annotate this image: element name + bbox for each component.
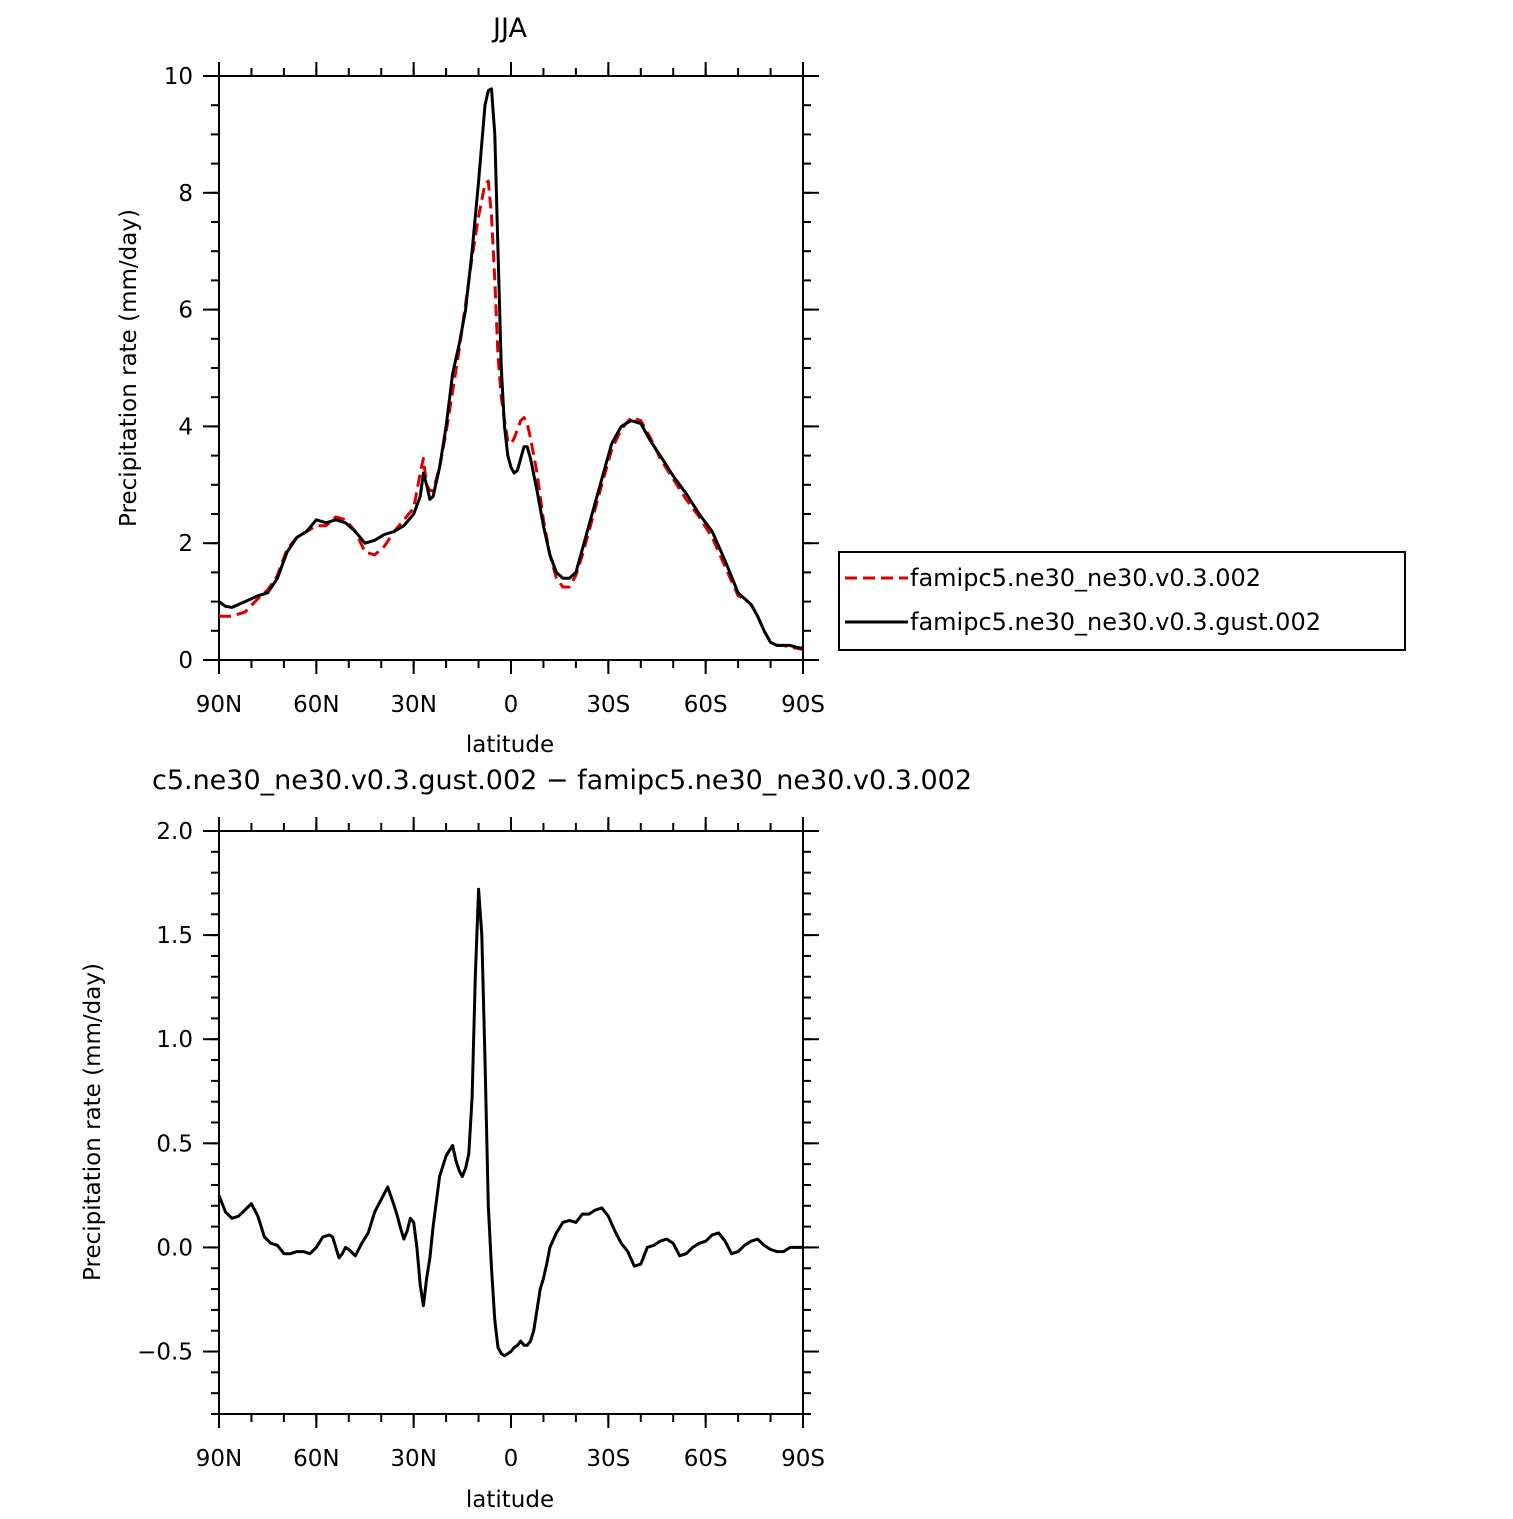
chart-title: JJA xyxy=(491,13,527,44)
y-tick-label: 0.0 xyxy=(156,1235,193,1261)
y-tick-label: −0.5 xyxy=(137,1340,193,1366)
plot-frame xyxy=(218,75,804,661)
y-tick-label: 0.5 xyxy=(156,1131,193,1157)
plot-frame xyxy=(218,830,804,1415)
x-tick-label: 30N xyxy=(390,1446,436,1472)
x-tick-label: 60N xyxy=(293,692,339,718)
x-tick-label: 0 xyxy=(504,692,519,718)
x-tick-label: 90N xyxy=(196,692,242,718)
difference-chart-title: c5.ne30_ne30.v0.3.gust.002 − famipc5.ne3… xyxy=(152,765,972,796)
x-tick-label: 60S xyxy=(684,692,728,718)
series-line-0 xyxy=(217,887,803,1358)
x-tick-label: 0 xyxy=(504,1446,519,1472)
y-tick-label: 10 xyxy=(164,64,193,90)
precip-line-chart: JJA latitude Precipitation rate (mm/day)… xyxy=(116,13,1406,758)
difference-x-axis-label: latitude xyxy=(466,1487,554,1513)
difference-y-axis-label: Precipitation rate (mm/day) xyxy=(80,963,106,1281)
series-line-0 xyxy=(219,179,804,651)
x-tick-label: 30S xyxy=(586,1446,630,1472)
y-tick-label: 8 xyxy=(178,181,193,207)
y-tick-label: 2 xyxy=(178,531,193,557)
y-tick-label: 6 xyxy=(178,298,193,324)
legend-label-0: famipc5.ne30_ne30.v0.3.002 xyxy=(910,564,1261,592)
series-line-1 xyxy=(218,87,804,650)
legend-box xyxy=(838,551,1406,651)
x-tick-label: 30N xyxy=(390,692,436,718)
y-tick-label: 4 xyxy=(178,414,193,440)
x-tick-label: 60N xyxy=(293,1446,339,1472)
x-axis-label: latitude xyxy=(466,732,554,758)
x-tick-label: 60S xyxy=(684,1446,728,1472)
y-tick-label: 1.0 xyxy=(156,1027,193,1053)
legend-label-1: famipc5.ne30_ne30.v0.3.gust.002 xyxy=(910,608,1321,636)
difference-line-chart: c5.ne30_ne30.v0.3.gust.002 − famipc5.ne3… xyxy=(80,765,972,1513)
x-tick-label: 90S xyxy=(781,692,825,718)
x-tick-label: 30S xyxy=(586,692,630,718)
y-axis-label: Precipitation rate (mm/day) xyxy=(116,209,142,527)
y-tick-label: 1.5 xyxy=(156,923,193,949)
x-tick-label: 90S xyxy=(781,1446,825,1472)
legend: famipc5.ne30_ne30.v0.3.002 famipc5.ne30_n… xyxy=(838,551,1406,651)
x-tick-label: 90N xyxy=(196,1446,242,1472)
y-tick-label: 0 xyxy=(178,648,193,674)
y-tick-label: 2.0 xyxy=(156,819,193,845)
